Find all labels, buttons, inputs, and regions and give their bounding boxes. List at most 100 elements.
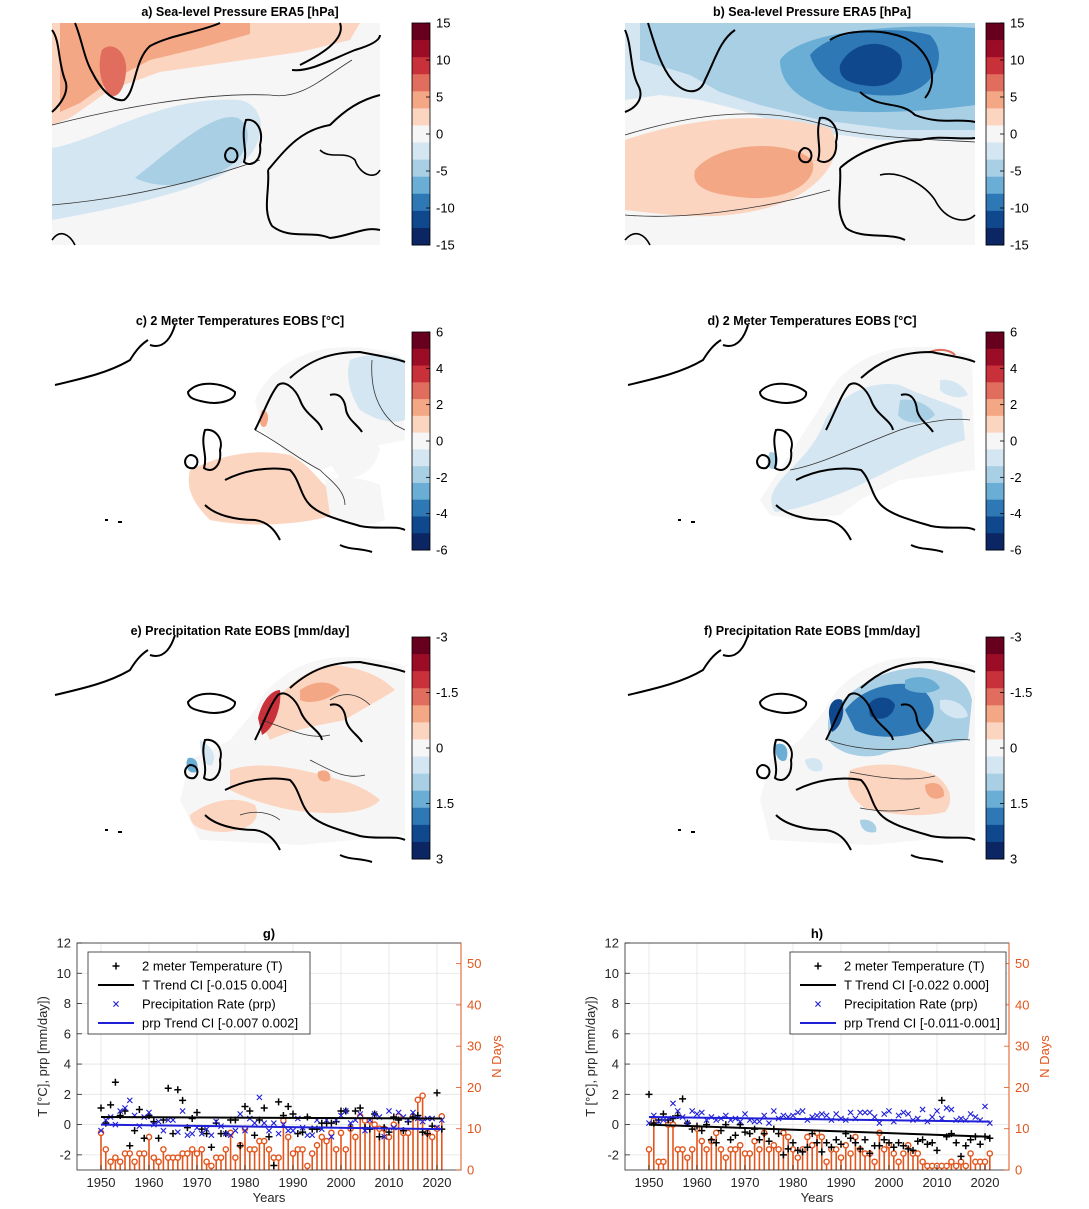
stem-marker <box>871 1158 878 1166</box>
colorbar-swatch <box>986 432 1004 450</box>
chart-h: 1950 1960 1970 1980 1990 2000 2010 2020-2024681… <box>583 926 1052 1205</box>
colorbar-swatch <box>412 722 430 740</box>
colorbar-swatch <box>986 74 1004 92</box>
x-marker <box>227 1132 234 1139</box>
y-tick-label: -2 <box>59 1147 71 1162</box>
y-right-tick-label: 0 <box>1015 1163 1022 1178</box>
colorbar-tick-label: -15 <box>1010 238 1029 253</box>
x-tick-label: 1990 <box>827 1175 856 1190</box>
plus-marker <box>856 1145 864 1153</box>
stem-marker <box>174 1154 182 1161</box>
colorbar-swatch <box>412 125 430 144</box>
plus-marker <box>827 1143 835 1151</box>
trend-line <box>100 1123 442 1131</box>
stem-marker <box>775 1146 782 1153</box>
plus-marker <box>174 1086 182 1094</box>
x-marker <box>184 1132 191 1139</box>
x-marker <box>934 1107 940 1114</box>
plus-marker <box>265 1133 273 1141</box>
y-tick-label: 8 <box>612 996 619 1011</box>
plus-marker <box>107 1101 115 1109</box>
plus-marker <box>837 1140 845 1148</box>
plus-marker <box>784 1145 792 1153</box>
colorbar-swatch <box>986 382 1004 400</box>
plus-marker <box>851 1139 859 1147</box>
x-marker <box>866 1109 873 1116</box>
plus-marker <box>866 1149 874 1157</box>
colorbar-tick-label: -5 <box>1010 164 1022 179</box>
plus-marker <box>813 1139 821 1147</box>
x-marker <box>761 1112 768 1119</box>
x-marker <box>275 1130 282 1137</box>
colorbar-swatch <box>412 654 430 672</box>
colorbar-swatch <box>412 807 430 826</box>
colorbar-swatch <box>986 807 1004 826</box>
x-marker <box>251 1120 258 1127</box>
legend: 2 meter Temperature (T) T Trend CI [-0.02… <box>789 951 1007 1035</box>
stem-marker <box>880 1146 888 1153</box>
colorbar-swatch <box>412 482 430 501</box>
stem-marker <box>746 1150 754 1157</box>
plus-marker <box>275 1098 283 1106</box>
x-axis-label: Years <box>801 1190 834 1205</box>
panel-a-map <box>51 22 381 246</box>
legend-box <box>87 951 311 1035</box>
stem-marker <box>890 1150 898 1157</box>
legend-x-symbol <box>815 1001 821 1007</box>
plus-marker <box>818 1148 826 1156</box>
stem-marker <box>900 1150 907 1157</box>
stem-marker <box>160 1146 167 1153</box>
x-marker <box>242 1127 248 1134</box>
plus-marker <box>779 1151 787 1159</box>
panel-b: b) Sea-level Pressure ERA5 [hPa] <box>624 5 976 246</box>
colorbar-swatch <box>986 91 1004 109</box>
stem-marker <box>337 1129 345 1137</box>
plus-marker <box>356 1104 364 1112</box>
x-marker <box>256 1094 263 1101</box>
stem-marker <box>804 1133 811 1141</box>
x-marker <box>155 1118 162 1125</box>
colorbar-tick-label: 5 <box>1010 90 1017 105</box>
plus-marker <box>707 1136 715 1144</box>
legend-label: Precipitation Rate (prp) <box>844 997 978 1012</box>
stem-marker <box>184 1150 191 1157</box>
plus-marker <box>203 1130 211 1138</box>
stem-marker <box>126 1150 134 1157</box>
stem-marker <box>765 1146 773 1153</box>
legend-label: Precipitation Rate (prp) <box>142 997 276 1012</box>
y-right-tick-label: 20 <box>467 1080 481 1095</box>
colorbar-tick-label: 0 <box>1010 434 1017 449</box>
colorbar-swatch <box>986 637 1004 655</box>
colorbar-swatch <box>412 108 430 126</box>
y-right-axis-label: N Days <box>1037 1035 1052 1078</box>
colorbar-tick-label: -6 <box>1010 543 1022 558</box>
stem-marker <box>679 1146 686 1153</box>
y-tick-label: 4 <box>612 1057 619 1072</box>
colorbar-swatch <box>986 449 1004 467</box>
stem-marker <box>794 1154 802 1161</box>
plus-marker <box>270 1161 278 1169</box>
stem-marker <box>842 1141 850 1149</box>
stem-marker <box>155 1158 162 1166</box>
colorbar-swatch <box>412 142 430 161</box>
colorbar-swatch <box>412 57 430 75</box>
stem-marker <box>308 1150 316 1157</box>
plus-marker <box>823 1139 831 1147</box>
panel-c-map <box>54 324 406 553</box>
stem-marker <box>313 1141 321 1149</box>
stem-marker <box>342 1146 350 1153</box>
stem-marker <box>847 1150 854 1157</box>
x-marker <box>419 1118 426 1125</box>
plus-marker <box>385 1128 393 1136</box>
plus-marker <box>284 1102 292 1110</box>
panel-f-map <box>627 634 976 863</box>
y-tick-label: 2 <box>612 1087 619 1102</box>
x-marker <box>261 1120 268 1127</box>
plus-marker <box>755 1136 763 1144</box>
plus-marker <box>433 1089 441 1097</box>
plus-marker <box>423 1130 431 1138</box>
legend-plus-symbol <box>814 962 822 970</box>
chart-title: h) <box>811 926 823 941</box>
x-marker <box>823 1112 830 1119</box>
colorbar-swatch <box>986 671 1004 689</box>
